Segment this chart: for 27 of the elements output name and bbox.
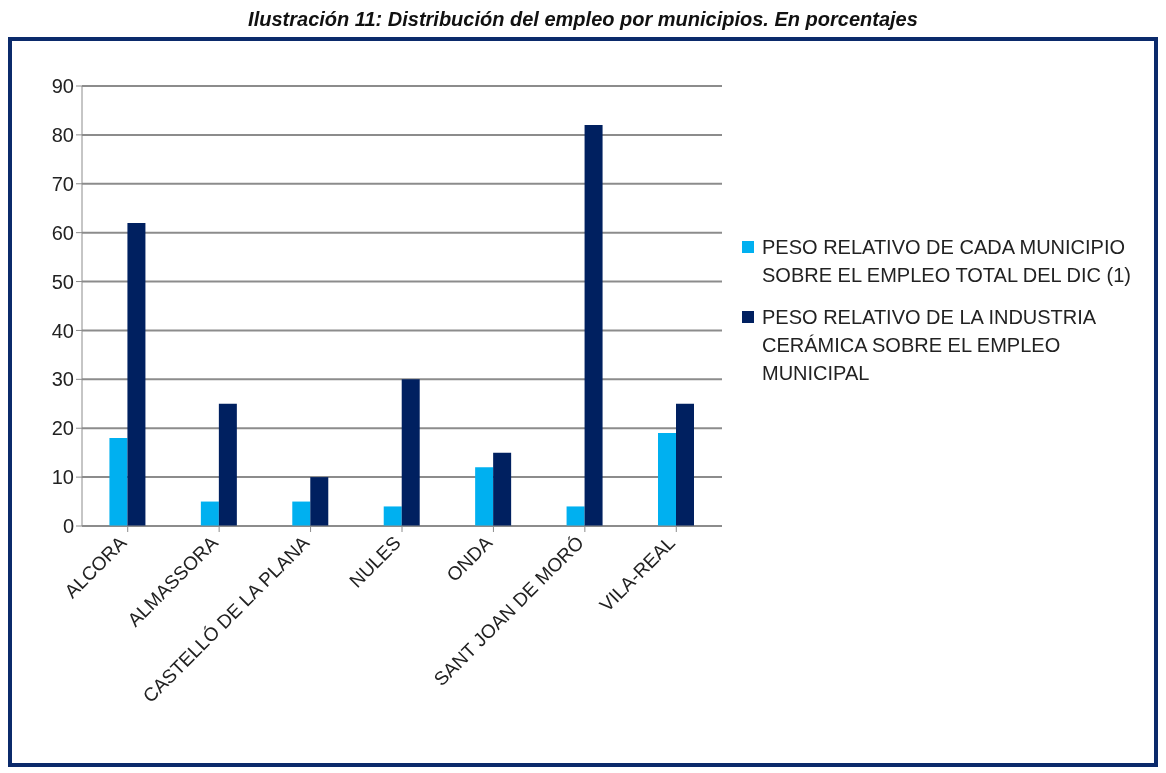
- y-tick-label: 30: [51, 368, 74, 391]
- bar: [383, 506, 402, 526]
- y-tick-label: 50: [51, 270, 74, 293]
- bar: [658, 433, 676, 526]
- y-tick-label: 10: [51, 466, 74, 489]
- bar: [475, 467, 494, 526]
- y-tick-label: 90: [51, 75, 74, 98]
- bar: [127, 222, 146, 526]
- bar: [292, 501, 311, 526]
- bar: [676, 403, 694, 526]
- bar: [200, 501, 219, 526]
- legend-label: PESO RELATIVO DE LA INDUSTRIA CERÁMICA SOBRE EL EMPLEO MUNICIPAL: [762, 305, 1097, 386]
- bar: [493, 452, 512, 526]
- y-tick-label: 70: [51, 172, 74, 195]
- bar: [310, 477, 329, 526]
- y-tick-label: 0: [62, 515, 74, 538]
- y-tick-label: 20: [51, 417, 74, 440]
- legend-label: PESO RELATIVO DE CADA MUNICIPIO SOBRE EL EMPLEO TOTAL DEL DIC (1): [762, 235, 1132, 288]
- bar: [401, 379, 420, 526]
- bar: [218, 403, 237, 526]
- y-tick-label: 80: [51, 123, 74, 146]
- bar: [566, 506, 585, 526]
- bar: [109, 438, 128, 526]
- y-tick-label: 60: [51, 221, 74, 244]
- bar: [584, 125, 603, 526]
- chart-title: Ilustración 11: Distribución del empleo por municipios. En porcentajes: [247, 8, 919, 31]
- y-tick-label: 40: [51, 319, 74, 342]
